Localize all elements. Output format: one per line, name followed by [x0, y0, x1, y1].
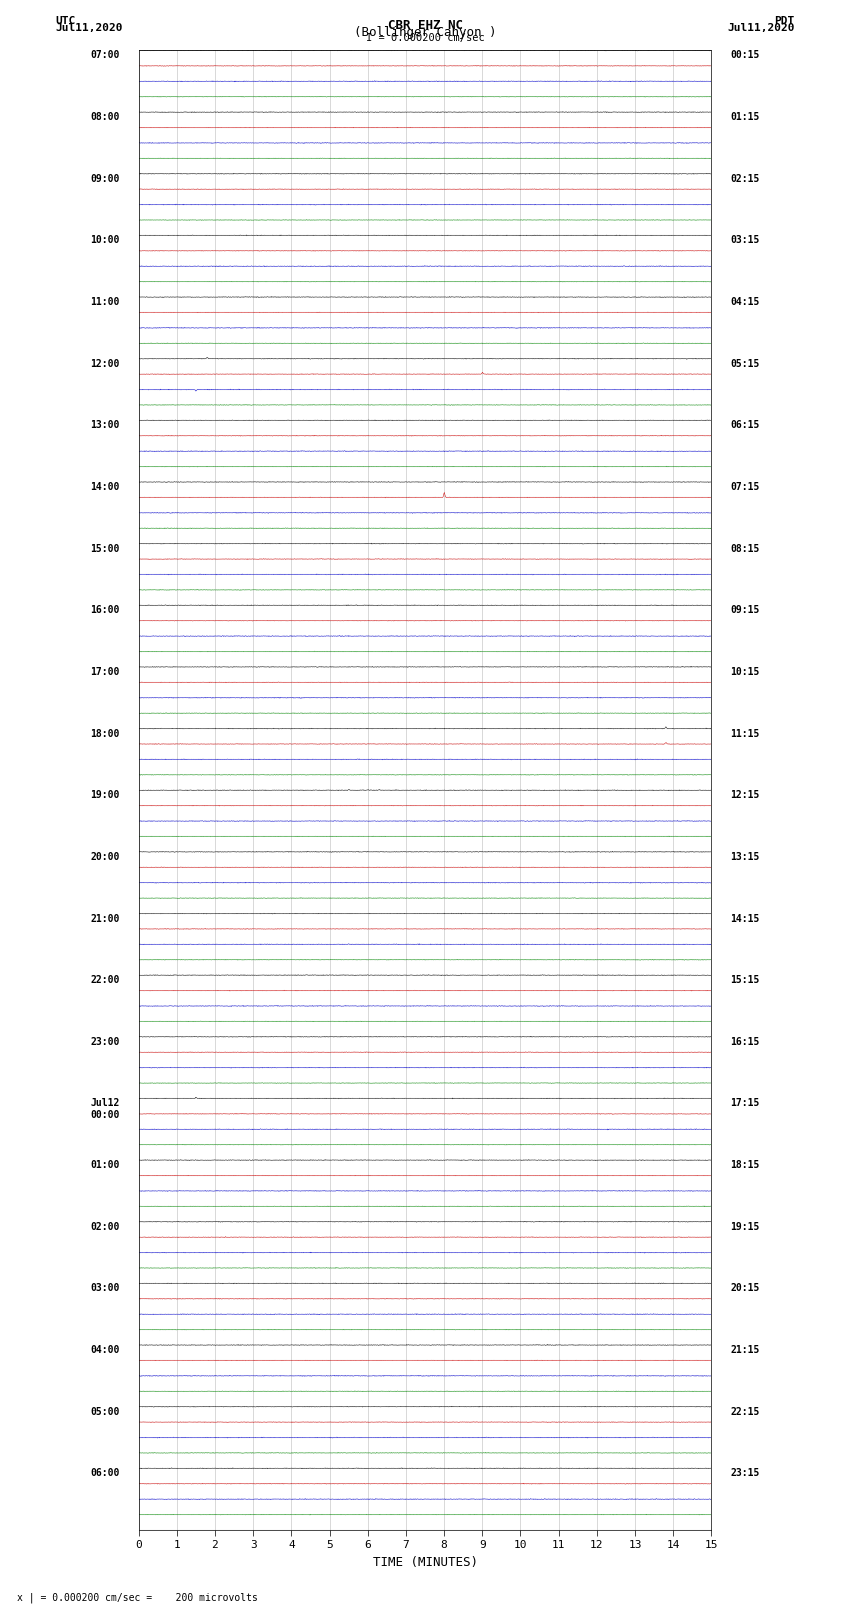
X-axis label: TIME (MINUTES): TIME (MINUTES) — [372, 1557, 478, 1569]
Text: 07:00: 07:00 — [90, 50, 120, 60]
Text: 05:00: 05:00 — [90, 1407, 120, 1416]
Text: Jul11,2020: Jul11,2020 — [55, 24, 122, 34]
Text: 20:15: 20:15 — [730, 1284, 760, 1294]
Text: 11:15: 11:15 — [730, 729, 760, 739]
Text: 15:00: 15:00 — [90, 544, 120, 553]
Text: 04:15: 04:15 — [730, 297, 760, 306]
Text: 03:00: 03:00 — [90, 1284, 120, 1294]
Text: 01:00: 01:00 — [90, 1160, 120, 1169]
Text: 06:15: 06:15 — [730, 421, 760, 431]
Text: 02:00: 02:00 — [90, 1221, 120, 1232]
Text: 01:15: 01:15 — [730, 113, 760, 123]
Text: UTC: UTC — [55, 16, 76, 26]
Text: 12:00: 12:00 — [90, 358, 120, 369]
Text: 08:00: 08:00 — [90, 113, 120, 123]
Text: 05:15: 05:15 — [730, 358, 760, 369]
Text: I = 0.000200 cm/sec: I = 0.000200 cm/sec — [366, 32, 484, 44]
Text: 20:00: 20:00 — [90, 852, 120, 861]
Text: 11:00: 11:00 — [90, 297, 120, 306]
Text: Jul11,2020: Jul11,2020 — [728, 24, 795, 34]
Text: 13:00: 13:00 — [90, 421, 120, 431]
Text: 21:00: 21:00 — [90, 913, 120, 924]
Text: 09:15: 09:15 — [730, 605, 760, 615]
Text: x | = 0.000200 cm/sec =    200 microvolts: x | = 0.000200 cm/sec = 200 microvolts — [17, 1592, 258, 1603]
Text: 03:15: 03:15 — [730, 235, 760, 245]
Text: 10:15: 10:15 — [730, 666, 760, 677]
Text: 22:15: 22:15 — [730, 1407, 760, 1416]
Text: 08:15: 08:15 — [730, 544, 760, 553]
Text: 13:15: 13:15 — [730, 852, 760, 861]
Text: 17:15: 17:15 — [730, 1098, 760, 1108]
Text: 14:15: 14:15 — [730, 913, 760, 924]
Text: 04:00: 04:00 — [90, 1345, 120, 1355]
Text: 15:15: 15:15 — [730, 976, 760, 986]
Text: 19:00: 19:00 — [90, 790, 120, 800]
Text: 23:00: 23:00 — [90, 1037, 120, 1047]
Text: 18:15: 18:15 — [730, 1160, 760, 1169]
Text: 22:00: 22:00 — [90, 976, 120, 986]
Text: Jul12
00:00: Jul12 00:00 — [90, 1098, 120, 1119]
Text: 17:00: 17:00 — [90, 666, 120, 677]
Text: 12:15: 12:15 — [730, 790, 760, 800]
Text: 10:00: 10:00 — [90, 235, 120, 245]
Text: 02:15: 02:15 — [730, 174, 760, 184]
Text: 09:00: 09:00 — [90, 174, 120, 184]
Text: 06:00: 06:00 — [90, 1468, 120, 1479]
Text: 07:15: 07:15 — [730, 482, 760, 492]
Text: 00:15: 00:15 — [730, 50, 760, 60]
Text: 16:15: 16:15 — [730, 1037, 760, 1047]
Text: 16:00: 16:00 — [90, 605, 120, 615]
Text: PDT: PDT — [774, 16, 795, 26]
Text: 18:00: 18:00 — [90, 729, 120, 739]
Text: CBR EHZ NC: CBR EHZ NC — [388, 18, 462, 32]
Text: 21:15: 21:15 — [730, 1345, 760, 1355]
Text: 14:00: 14:00 — [90, 482, 120, 492]
Text: (Bollinger Canyon ): (Bollinger Canyon ) — [354, 26, 496, 39]
Text: 19:15: 19:15 — [730, 1221, 760, 1232]
Text: 23:15: 23:15 — [730, 1468, 760, 1479]
